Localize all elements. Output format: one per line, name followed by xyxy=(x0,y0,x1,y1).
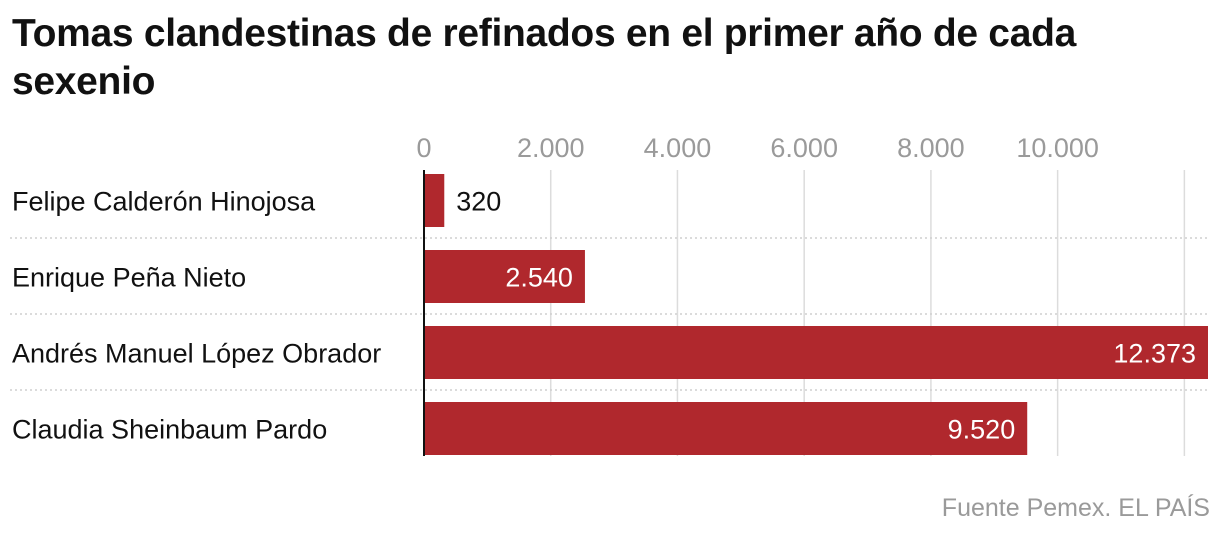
x-tick-label: 6.000 xyxy=(770,133,838,163)
x-tick-label: 0 xyxy=(416,133,431,163)
bar xyxy=(424,326,1208,379)
category-label: Felipe Calderón Hinojosa xyxy=(12,187,316,217)
x-tick-label: 10.000 xyxy=(1016,133,1099,163)
x-tick-label: 2.000 xyxy=(517,133,585,163)
bar xyxy=(424,402,1028,455)
value-label: 320 xyxy=(456,187,501,217)
bar xyxy=(424,250,585,303)
value-label: 9.520 xyxy=(948,415,1016,445)
x-tick-label: 4.000 xyxy=(644,133,712,163)
chart-title: Tomas clandestinas de refinados en el pr… xyxy=(12,12,1077,103)
category-label: Enrique Peña Nieto xyxy=(12,263,246,293)
category-label: Andrés Manuel López Obrador xyxy=(12,339,381,369)
bar xyxy=(424,174,445,227)
source-note: Fuente Pemex. EL PAÍS xyxy=(941,494,1210,522)
value-label: 12.373 xyxy=(1113,339,1196,369)
category-label: Claudia Sheinbaum Pardo xyxy=(12,415,327,445)
x-tick-label: 8.000 xyxy=(897,133,965,163)
value-label: 2.540 xyxy=(505,263,573,293)
